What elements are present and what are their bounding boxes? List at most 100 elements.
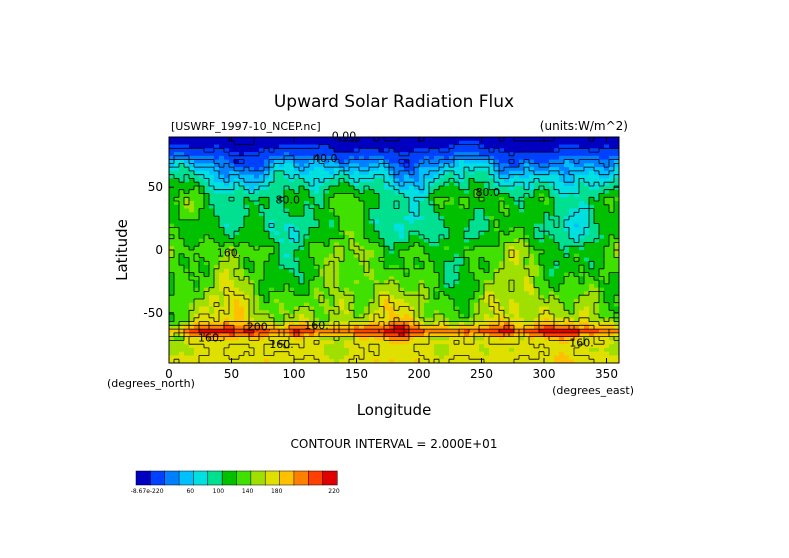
heatmap-cell (194, 155, 200, 160)
heatmap-cell (504, 280, 510, 285)
heatmap-cell (449, 144, 455, 149)
heatmap-cell (594, 272, 600, 277)
heatmap-cell (309, 317, 315, 322)
heatmap-cell (569, 216, 575, 221)
heatmap-cell (339, 295, 345, 300)
heatmap-cell (429, 189, 435, 194)
heatmap-cell (424, 170, 430, 176)
heatmap-cell (499, 242, 505, 247)
heatmap-cell (209, 272, 215, 277)
heatmap-cell (589, 238, 595, 243)
heatmap-cell (299, 306, 305, 311)
heatmap-cell (304, 265, 310, 270)
heatmap-cell (339, 253, 345, 258)
heatmap-cell (589, 148, 595, 153)
heatmap-cell (569, 242, 575, 247)
heatmap-cell (329, 261, 335, 266)
heatmap-cell (394, 231, 400, 236)
heatmap-cell (309, 265, 315, 270)
heatmap-cell (339, 223, 345, 228)
heatmap-cell (524, 272, 530, 277)
heatmap-cell (499, 272, 505, 277)
heatmap-cell (414, 155, 420, 160)
heatmap-cell (259, 314, 265, 319)
heatmap-cell (449, 223, 455, 228)
heatmap-cell (484, 242, 490, 247)
heatmap-cell (379, 276, 385, 281)
heatmap-cell (414, 321, 420, 326)
heatmap-cell (529, 250, 535, 255)
heatmap-cell (614, 306, 619, 311)
heatmap-cell (184, 298, 190, 304)
heatmap-cell (284, 193, 290, 198)
heatmap-cell (489, 140, 495, 145)
heatmap-cell (544, 178, 550, 183)
heatmap-cell (369, 317, 375, 322)
heatmap-cell (169, 182, 175, 187)
heatmap-cell (264, 137, 270, 142)
heatmap-cell (609, 295, 615, 300)
heatmap-cell (244, 291, 250, 296)
heatmap-cell (354, 302, 360, 307)
heatmap-cell (534, 227, 540, 232)
heatmap-cell (334, 336, 340, 341)
heatmap-cell (519, 291, 525, 296)
heatmap-cell (429, 178, 435, 183)
heatmap-cell (344, 250, 350, 255)
heatmap-cell (314, 306, 320, 311)
heatmap-cell (324, 298, 330, 304)
heatmap-cell (554, 268, 560, 273)
heatmap-cell (364, 287, 370, 292)
heatmap-cell (274, 246, 280, 251)
heatmap-cell (359, 332, 365, 338)
heatmap-cell (459, 246, 465, 251)
heatmap-cell (184, 310, 190, 315)
heatmap-cell (234, 253, 240, 258)
heatmap-cell (214, 340, 220, 345)
heatmap-cell (264, 167, 270, 172)
heatmap-cell (184, 170, 190, 176)
heatmap-cell (174, 314, 180, 319)
heatmap-cell (354, 231, 360, 236)
heatmap-cell (569, 178, 575, 183)
heatmap-cell (229, 170, 235, 176)
heatmap-cell (294, 155, 300, 160)
heatmap-cell (504, 155, 510, 160)
heatmap-cell (274, 298, 280, 304)
heatmap-cell (379, 257, 385, 262)
heatmap-cell (204, 148, 210, 153)
heatmap-cell (384, 306, 390, 311)
heatmap-cell (604, 182, 610, 187)
heatmap-cell (274, 268, 280, 273)
heatmap-cell (334, 234, 340, 240)
heatmap-cell (294, 321, 300, 326)
heatmap-cell (254, 238, 260, 243)
heatmap-cell (184, 265, 190, 270)
heatmap-cell (259, 148, 265, 153)
heatmap-cell (284, 265, 290, 270)
heatmap-cell (504, 231, 510, 236)
heatmap-cell (614, 189, 619, 194)
heatmap-cell (529, 242, 535, 247)
heatmap-cell (304, 174, 310, 179)
heatmap-cell (324, 314, 330, 319)
heatmap-cell (464, 182, 470, 187)
heatmap-cell (544, 272, 550, 277)
heatmap-cell (479, 314, 485, 319)
heatmap-cell (534, 291, 540, 296)
heatmap-cell (479, 325, 485, 330)
heatmap-cell (174, 306, 180, 311)
heatmap-cell (294, 310, 300, 315)
heatmap-cell (599, 302, 605, 307)
heatmap-cell (489, 219, 495, 225)
heatmap-cell (479, 189, 485, 194)
heatmap-cell (509, 265, 515, 270)
heatmap-cell (344, 182, 350, 187)
heatmap-cell (599, 242, 605, 247)
heatmap-cell (324, 317, 330, 322)
heatmap-cell (549, 159, 555, 164)
heatmap-cell (589, 197, 595, 202)
heatmap-cell (359, 253, 365, 258)
heatmap-cell (324, 295, 330, 300)
heatmap-cell (604, 144, 610, 149)
